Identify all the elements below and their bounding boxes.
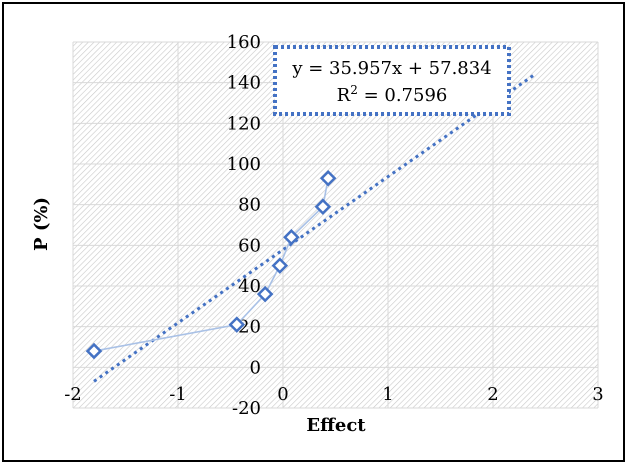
data-point-marker [256, 285, 274, 303]
x-tick-label: 2 [487, 384, 498, 405]
y-axis-label: P (%) [31, 197, 52, 251]
x-axis-label: Effect [306, 415, 366, 436]
trendline [93, 73, 536, 383]
y-tick-label: 100 [227, 154, 261, 175]
x-tick-label: 1 [382, 384, 393, 405]
gridlines [72, 41, 599, 409]
equation-box-border [273, 45, 511, 116]
data-point-marker [228, 316, 246, 333]
x-tick-label: -1 [169, 384, 187, 405]
data-markers [85, 169, 337, 360]
y-tick-labels: -20 0 20 40 60 80 100 120 140 160 [227, 32, 261, 419]
x-tick-label: -2 [64, 384, 82, 405]
equation-text: y = 35.957x + 57.834 [291, 58, 491, 79]
data-point-marker [319, 169, 337, 187]
y-tick-label: 120 [227, 113, 261, 134]
y-tick-label: 80 [238, 195, 261, 216]
x-tick-label: 3 [592, 384, 603, 405]
y-tick-label: -20 [232, 398, 261, 419]
y-tick-label: 140 [227, 73, 261, 94]
data-point-marker [283, 228, 300, 246]
x-tick-label: 0 [277, 384, 288, 405]
data-point-marker [271, 257, 289, 274]
r-squared-text: R2 = 0.7596 [337, 83, 448, 106]
y-tick-label: 0 [250, 357, 261, 378]
x-tick-labels: -2 -1 0 1 2 3 [64, 384, 604, 405]
y-tick-label: 40 [238, 276, 261, 297]
trendline-equation-box: y = 35.957x + 57.834 R2 = 0.7596 [273, 45, 511, 116]
y-tick-label: 160 [227, 32, 261, 53]
y-tick-label: 60 [238, 235, 261, 256]
data-point-marker [314, 198, 332, 215]
y-tick-label: 20 [238, 317, 261, 338]
data-point-marker [85, 342, 103, 360]
